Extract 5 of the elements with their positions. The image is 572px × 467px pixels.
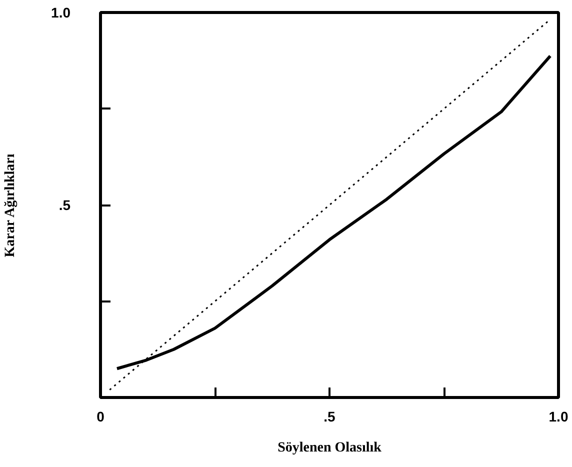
x-axis-title: Söylenen Olasılık (278, 440, 382, 456)
x-tick-label: 0 (96, 408, 105, 424)
y-axis-title: Karar Ağırlıkları (3, 154, 18, 258)
x-tick-label: 1.0 (548, 408, 568, 424)
x-tick-label: .5 (324, 408, 336, 424)
